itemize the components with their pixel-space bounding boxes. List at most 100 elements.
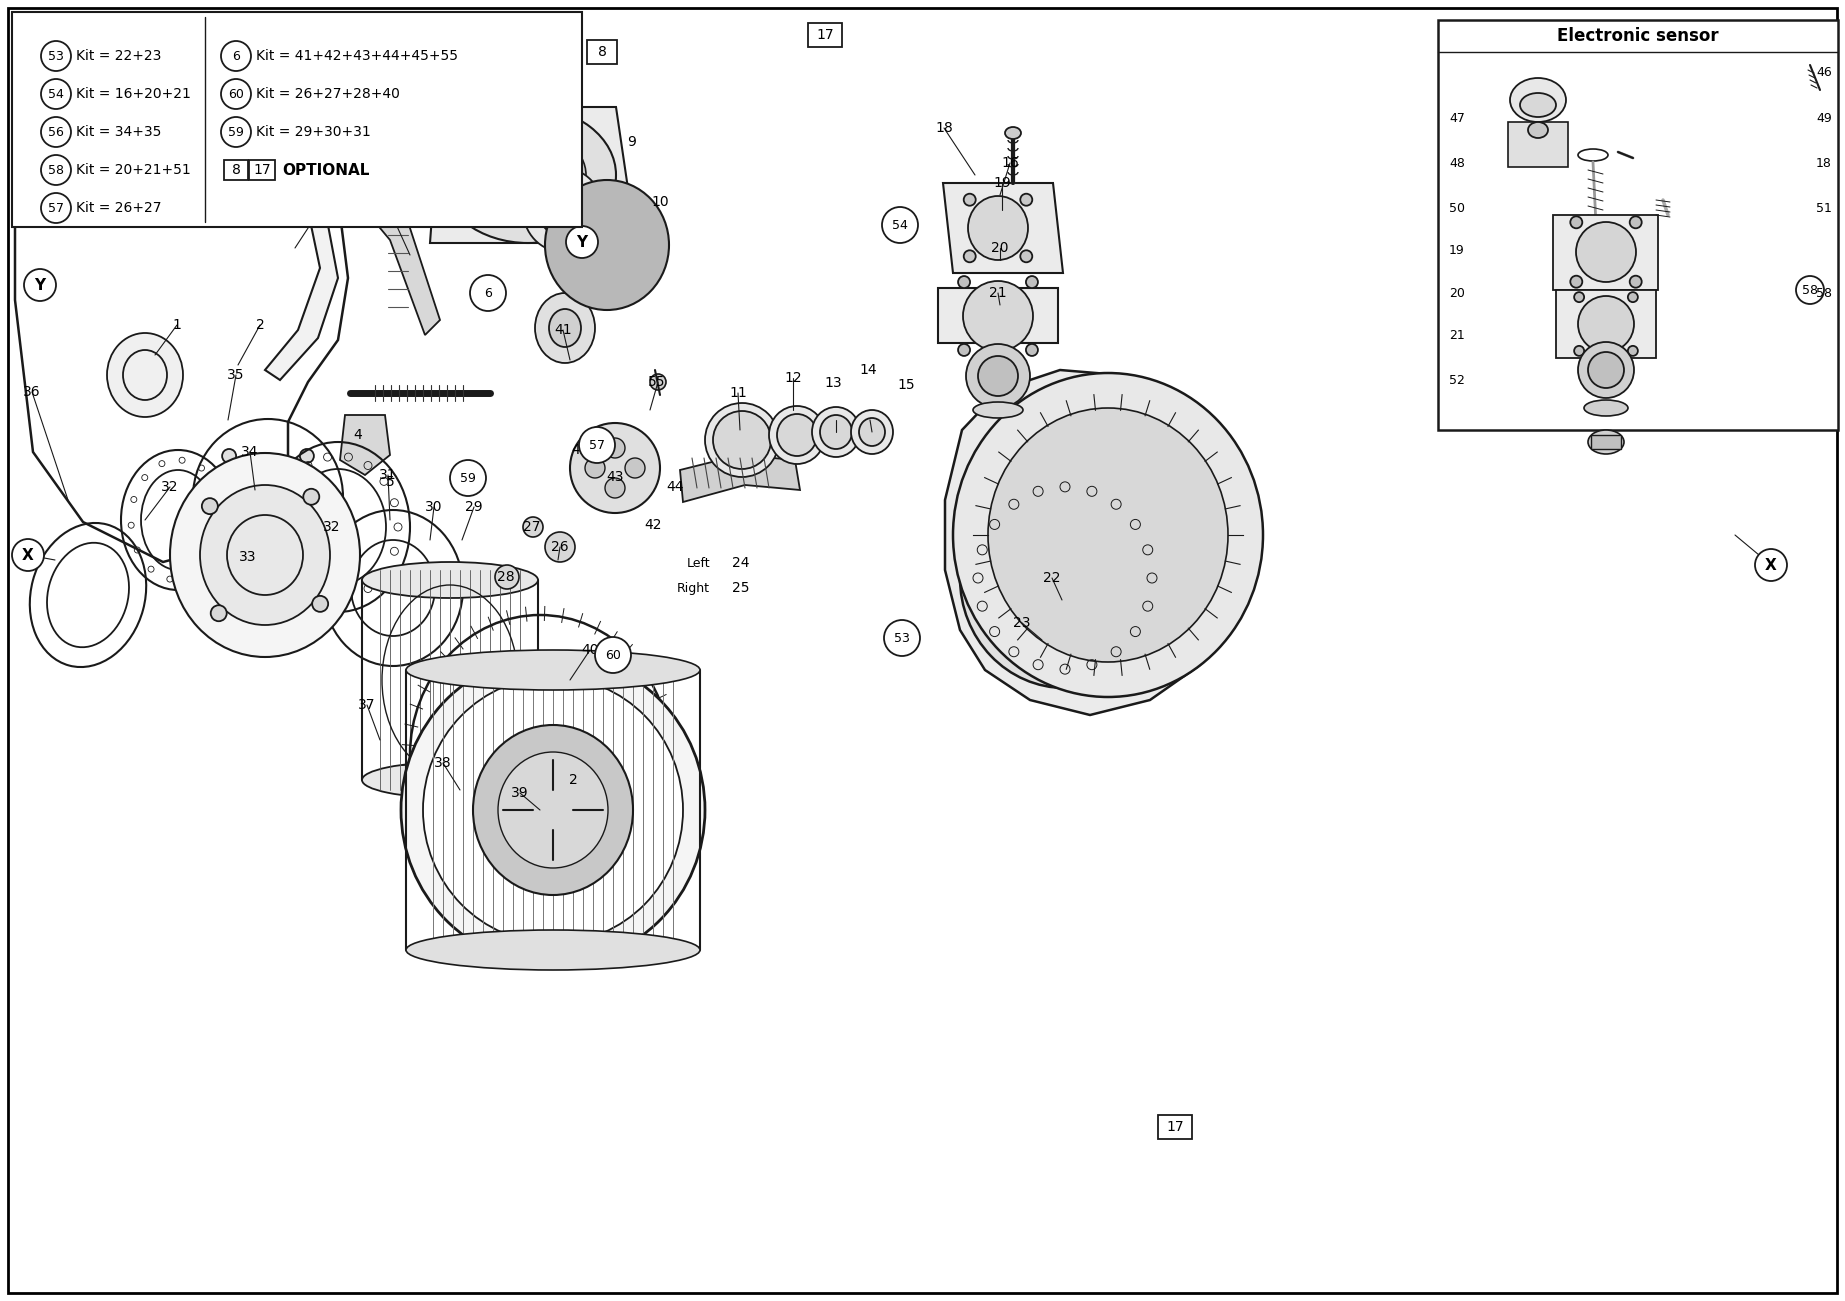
Ellipse shape	[1574, 293, 1585, 302]
Ellipse shape	[705, 403, 779, 477]
Text: 8: 8	[232, 163, 240, 177]
Ellipse shape	[1627, 293, 1638, 302]
Ellipse shape	[1574, 346, 1585, 356]
Ellipse shape	[1000, 510, 1129, 647]
Text: 31: 31	[380, 468, 397, 481]
Ellipse shape	[539, 183, 589, 235]
Ellipse shape	[400, 654, 705, 965]
Ellipse shape	[812, 407, 860, 457]
Ellipse shape	[963, 250, 976, 263]
Text: 57: 57	[589, 438, 605, 451]
Bar	[587, 40, 616, 64]
Polygon shape	[945, 369, 1255, 716]
Text: 32: 32	[161, 480, 179, 494]
Text: 2: 2	[256, 317, 264, 332]
Circle shape	[221, 79, 251, 109]
Bar	[1507, 122, 1568, 167]
Text: 30: 30	[424, 500, 443, 514]
Ellipse shape	[312, 596, 328, 611]
Text: Right: Right	[677, 582, 710, 595]
Text: 06-03-2006: 06-03-2006	[22, 22, 118, 40]
Text: 57: 57	[48, 202, 65, 215]
Circle shape	[41, 79, 70, 109]
Ellipse shape	[1629, 276, 1642, 288]
Ellipse shape	[969, 196, 1028, 260]
Ellipse shape	[1589, 431, 1624, 454]
Ellipse shape	[989, 409, 1229, 662]
Text: 26: 26	[552, 540, 568, 554]
Ellipse shape	[170, 453, 360, 657]
Bar	[1159, 1115, 1192, 1138]
Text: 22: 22	[1042, 571, 1061, 585]
Text: 11: 11	[729, 386, 747, 399]
Ellipse shape	[1026, 276, 1039, 288]
Text: 55: 55	[648, 375, 666, 389]
Ellipse shape	[303, 489, 319, 505]
Bar	[808, 23, 841, 47]
Circle shape	[41, 193, 70, 222]
Ellipse shape	[978, 356, 1018, 396]
Ellipse shape	[544, 180, 670, 310]
Ellipse shape	[494, 565, 518, 589]
Ellipse shape	[954, 373, 1264, 697]
Ellipse shape	[1509, 78, 1566, 122]
Text: 56: 56	[48, 125, 65, 138]
Circle shape	[41, 117, 70, 147]
Ellipse shape	[522, 168, 603, 252]
Ellipse shape	[1589, 353, 1624, 388]
Text: 42: 42	[572, 444, 589, 457]
Ellipse shape	[535, 293, 594, 363]
Text: 9: 9	[627, 135, 637, 150]
Text: 45: 45	[386, 215, 404, 229]
Ellipse shape	[470, 130, 587, 220]
Ellipse shape	[221, 531, 236, 545]
Ellipse shape	[625, 458, 646, 477]
Text: 58: 58	[1803, 284, 1817, 297]
Text: 7: 7	[472, 65, 480, 79]
Text: 59: 59	[229, 125, 244, 138]
Text: 8: 8	[598, 46, 607, 59]
Text: 17: 17	[253, 163, 271, 177]
Ellipse shape	[1570, 276, 1583, 288]
Text: Kit = 34+35: Kit = 34+35	[76, 125, 161, 139]
Ellipse shape	[199, 485, 330, 624]
Text: 54: 54	[893, 219, 908, 232]
Circle shape	[13, 539, 44, 571]
Bar	[249, 160, 275, 180]
Text: 59: 59	[459, 471, 476, 484]
Text: 16: 16	[1002, 156, 1018, 170]
Text: 24: 24	[732, 556, 749, 570]
Text: 12: 12	[784, 371, 803, 385]
Text: X: X	[1766, 558, 1777, 572]
Bar	[1555, 290, 1657, 358]
Text: 19: 19	[1448, 243, 1465, 256]
Circle shape	[24, 269, 55, 301]
Text: Left: Left	[686, 557, 710, 570]
Circle shape	[41, 155, 70, 185]
Ellipse shape	[550, 310, 581, 347]
Text: 60: 60	[605, 648, 622, 661]
Ellipse shape	[406, 650, 699, 690]
Text: Kit = 26+27: Kit = 26+27	[76, 200, 162, 215]
Text: 39: 39	[511, 786, 530, 800]
Circle shape	[1755, 549, 1788, 582]
Text: 58: 58	[48, 164, 65, 177]
Circle shape	[470, 275, 506, 311]
Bar	[260, 55, 432, 190]
Text: 53: 53	[48, 49, 65, 62]
Text: Kit = 22+23: Kit = 22+23	[76, 49, 161, 62]
Ellipse shape	[362, 762, 539, 798]
Text: 29: 29	[465, 500, 483, 514]
Text: 44: 44	[666, 480, 684, 494]
Ellipse shape	[522, 516, 542, 537]
Text: 52: 52	[1448, 373, 1465, 386]
Ellipse shape	[1528, 122, 1548, 138]
Text: 60: 60	[229, 87, 244, 100]
Text: 19: 19	[993, 176, 1011, 190]
Ellipse shape	[1577, 297, 1635, 353]
Text: 2: 2	[568, 773, 577, 787]
Text: 18: 18	[1815, 156, 1832, 169]
Ellipse shape	[423, 677, 683, 943]
Text: 54: 54	[48, 87, 65, 100]
Circle shape	[41, 42, 70, 72]
